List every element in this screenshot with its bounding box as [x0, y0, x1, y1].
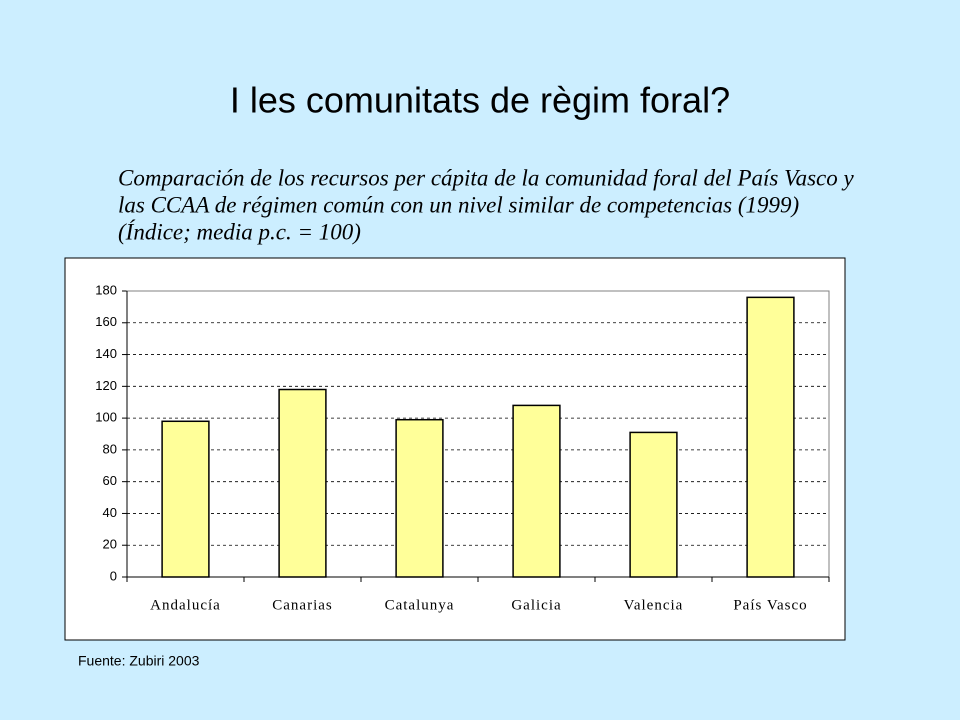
bar: [161, 420, 210, 578]
y-tick-label: 20: [103, 537, 117, 552]
chart-subtitle: (Índice; media p.c. = 100): [118, 219, 361, 244]
bar: [512, 404, 561, 578]
bar: [629, 431, 678, 578]
x-tick-label: Canarias: [272, 597, 332, 613]
bar: [278, 388, 327, 578]
y-tick-label: 80: [103, 441, 117, 456]
y-tick-label: 140: [95, 346, 117, 361]
y-tick-label: 160: [95, 314, 117, 329]
y-tick-label: 40: [103, 505, 117, 520]
y-tick-label: 0: [110, 568, 117, 583]
y-tick-label: 180: [95, 282, 117, 297]
bar: [746, 296, 795, 578]
x-tick-label: Andalucía: [150, 597, 221, 613]
x-tick-label: País Vasco: [733, 597, 807, 613]
chart-subtitle: las CCAA de régimen común con un nivel s…: [118, 192, 799, 217]
slide-title: I les comunitats de règim foral?: [230, 80, 730, 121]
y-tick-label: 60: [103, 473, 117, 488]
y-tick-label: 100: [95, 410, 117, 425]
bar: [395, 418, 444, 578]
x-tick-label: Galicia: [511, 597, 561, 613]
x-tick-label: Valencia: [624, 597, 684, 613]
source-note: Fuente: Zubiri 2003: [78, 653, 200, 669]
x-tick-label: Catalunya: [385, 597, 455, 613]
y-tick-label: 120: [95, 378, 117, 393]
chart-subtitle: Comparación de los recursos per cápita d…: [118, 165, 854, 190]
